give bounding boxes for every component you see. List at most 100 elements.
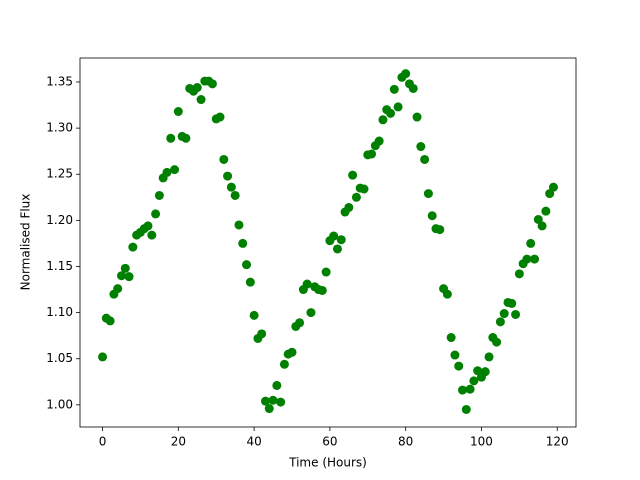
point (279, 359, 289, 369)
y-tick-label: 1.10 (46, 305, 73, 319)
point (386, 108, 396, 118)
point (170, 165, 180, 175)
point (427, 211, 437, 221)
point (526, 238, 536, 248)
x-tick-label: 60 (322, 435, 337, 449)
point (420, 154, 430, 164)
point (423, 189, 433, 199)
point (484, 352, 494, 362)
point (446, 333, 456, 343)
point (287, 347, 297, 357)
point (234, 220, 244, 230)
point (416, 142, 426, 152)
y-tick-label: 1.05 (46, 351, 73, 365)
point (514, 269, 524, 279)
point (226, 182, 236, 192)
point (302, 279, 312, 289)
x-tick-label: 40 (246, 435, 261, 449)
point (359, 184, 369, 194)
point (295, 318, 305, 328)
point (522, 254, 532, 264)
point (389, 84, 399, 94)
point (120, 263, 130, 273)
point (401, 69, 411, 79)
y-tick-label: 1.25 (46, 167, 73, 181)
point (450, 350, 460, 360)
point (329, 231, 339, 241)
point (242, 260, 252, 270)
point (480, 367, 490, 377)
y-tick-label: 1.30 (46, 121, 73, 135)
y-tick-label: 1.00 (46, 397, 73, 411)
point (499, 309, 509, 319)
point (151, 209, 161, 219)
point (408, 83, 418, 93)
point (215, 112, 225, 122)
point (465, 384, 475, 394)
point (548, 182, 558, 192)
x-axis-label: Time (Hours) (288, 456, 367, 470)
point (306, 308, 316, 318)
point (374, 136, 384, 146)
point (238, 238, 248, 248)
point (245, 277, 255, 287)
point (166, 133, 176, 143)
x-tick-label: 120 (546, 435, 569, 449)
point (116, 271, 126, 281)
point (442, 289, 452, 299)
x-tick-label: 0 (99, 435, 107, 449)
point (196, 95, 206, 105)
point (268, 395, 278, 405)
point (181, 133, 191, 143)
x-tick-label: 80 (398, 435, 413, 449)
y-tick-label: 1.20 (46, 213, 73, 227)
point (192, 83, 202, 93)
point (344, 202, 354, 212)
point (469, 376, 479, 386)
point (276, 397, 286, 407)
x-tick-label: 100 (470, 435, 493, 449)
y-tick-label: 1.35 (46, 74, 73, 88)
point (461, 404, 471, 414)
point (351, 192, 361, 202)
point (541, 206, 551, 216)
point (435, 225, 445, 235)
point (458, 385, 468, 395)
point (317, 285, 327, 295)
point (257, 329, 267, 339)
point (124, 272, 134, 282)
point (454, 361, 464, 371)
point (393, 102, 403, 112)
point (511, 309, 521, 319)
point (249, 310, 259, 320)
point (154, 190, 164, 200)
point (113, 284, 123, 294)
point (98, 352, 108, 362)
point (495, 317, 505, 327)
point (530, 254, 540, 264)
point (321, 267, 331, 277)
point (128, 242, 138, 252)
point (507, 298, 517, 308)
point (162, 167, 172, 177)
point (173, 107, 183, 117)
point (378, 115, 388, 125)
point (412, 112, 422, 122)
point (537, 221, 547, 231)
x-tick-label: 20 (171, 435, 186, 449)
point (264, 404, 274, 414)
y-axis-label: Normalised Flux (19, 194, 33, 291)
point (207, 79, 217, 89)
point (147, 230, 157, 240)
point (332, 244, 342, 254)
point (143, 221, 153, 231)
point (367, 149, 377, 159)
point (260, 396, 270, 406)
point (230, 190, 240, 200)
y-tick-label: 1.15 (46, 259, 73, 273)
point (348, 170, 358, 180)
point (336, 235, 346, 245)
axes-frame (79, 57, 577, 428)
